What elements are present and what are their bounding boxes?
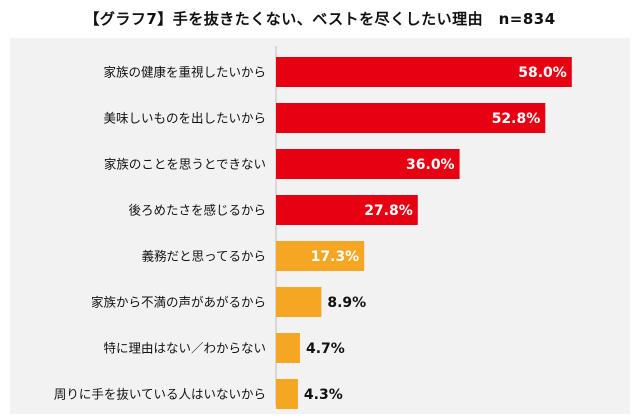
value-label: 4.7% (306, 341, 345, 357)
plot-panel: 家族の健康を重視したいから 58.0% 美味しいものを出したいから 52.8% 家族のこ… (10, 38, 630, 414)
category-label: 後ろめたさを感じるから (128, 203, 266, 218)
bar (276, 103, 546, 133)
value-label: 27.8% (364, 203, 413, 219)
chart-title: 【グラフ7】手を抜きたくない、ベストを尽くしたい理由 n=834 (84, 10, 556, 28)
category-label: 義務だと思ってるから (142, 249, 266, 264)
bar (276, 379, 298, 409)
category-label: 特に理由はない／わからない (103, 341, 266, 356)
bar-chart: 家族の健康を重視したいから 58.0% 美味しいものを出したいから 52.8% 家族のこ… (54, 46, 572, 409)
category-label: 周りに手を抜いている人はいないから (54, 387, 266, 402)
bar (276, 149, 460, 179)
bar (276, 57, 572, 87)
category-label: 家族のことを思うとできない (104, 157, 266, 172)
category-label: 美味しいものを出したいから (103, 111, 266, 126)
bar (276, 333, 300, 363)
value-label: 17.3% (311, 249, 360, 265)
bar (276, 241, 365, 271)
category-label: 家族から不満の声があがるから (91, 295, 266, 310)
value-label: 4.3% (304, 387, 343, 403)
value-label: 52.8% (492, 111, 541, 127)
category-label: 家族の健康を重視したいから (103, 65, 266, 80)
value-label: 58.0% (518, 65, 567, 81)
bar (276, 287, 322, 317)
bar (276, 195, 418, 225)
value-label: 8.9% (327, 295, 366, 311)
value-label: 36.0% (406, 157, 455, 173)
